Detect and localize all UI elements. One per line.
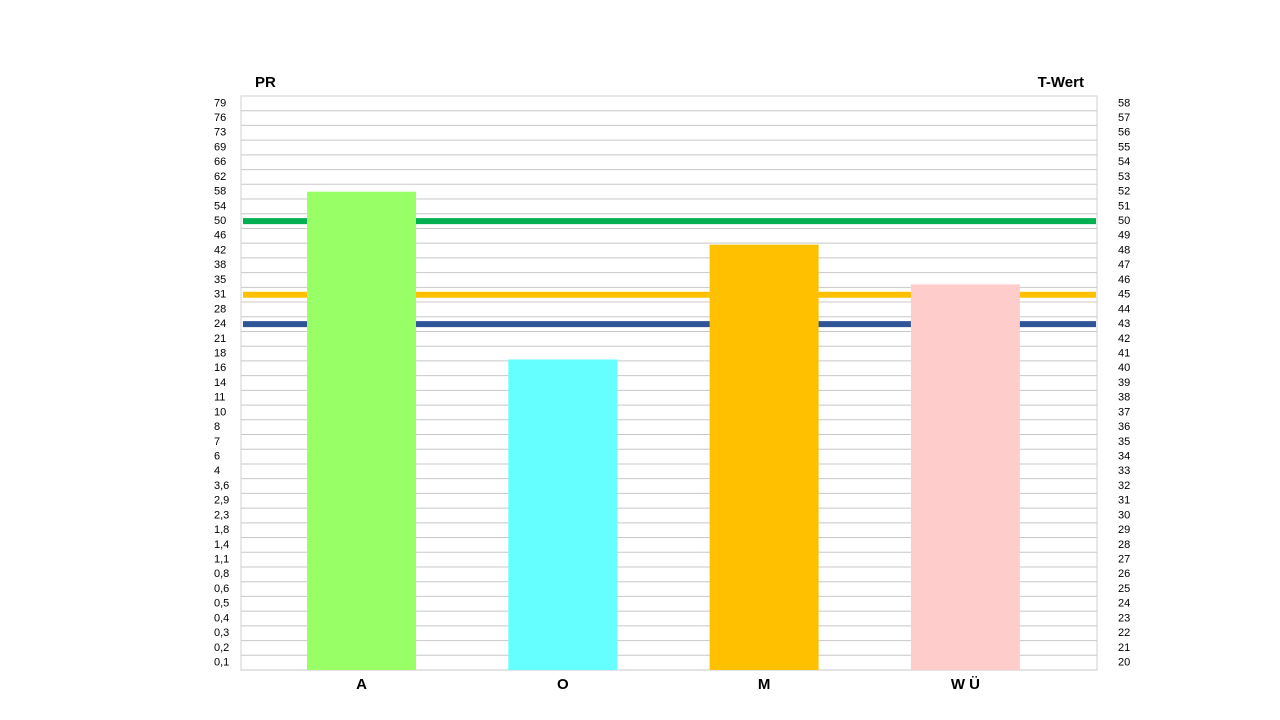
y2-tick-label: 41 — [1118, 347, 1130, 359]
y2-tick-label: 32 — [1118, 480, 1130, 492]
y-tick-label: 2,9 — [214, 495, 229, 507]
y2-tick-label: 31 — [1118, 495, 1130, 507]
y-tick-label: 50 — [214, 215, 226, 227]
y-tick-label: 58 — [214, 186, 226, 198]
y2-tick-label: 20 — [1118, 657, 1130, 669]
x-tick-label: M — [758, 676, 771, 693]
y-tick-label: 24 — [214, 318, 226, 330]
y-tick-label: 2,3 — [214, 509, 229, 521]
y2-axis-title: T-Wert — [1038, 74, 1084, 91]
y-tick-label: 69 — [214, 141, 226, 153]
y2-tick-label: 47 — [1118, 259, 1130, 271]
x-tick-label: W Ü — [951, 676, 980, 693]
y2-tick-label: 26 — [1118, 568, 1130, 580]
y2-tick-label: 33 — [1118, 465, 1130, 477]
y2-tick-label: 46 — [1118, 274, 1130, 286]
y2-tick-label: 49 — [1118, 230, 1130, 242]
bar — [508, 359, 618, 670]
y2-tick-label: 51 — [1118, 200, 1130, 212]
y2-tick-label: 50 — [1118, 215, 1130, 227]
y-tick-label: 6 — [214, 450, 220, 462]
y2-tick-label: 27 — [1118, 554, 1130, 566]
bar — [709, 244, 819, 670]
y-tick-label: 10 — [214, 406, 226, 418]
y-tick-label: 4 — [214, 465, 220, 477]
y-tick-label: 16 — [214, 362, 226, 374]
y2-tick-label: 35 — [1118, 436, 1130, 448]
y-tick-label: 66 — [214, 156, 226, 168]
y-tick-label: 0,8 — [214, 568, 229, 580]
y-tick-label: 3,6 — [214, 480, 229, 492]
y2-tick-label: 34 — [1118, 450, 1130, 462]
y2-tick-label: 42 — [1118, 333, 1130, 345]
y-tick-label: 0,1 — [214, 657, 229, 669]
y2-tick-label: 48 — [1118, 244, 1130, 256]
y2-tick-label: 22 — [1118, 627, 1130, 639]
x-tick-label: O — [557, 676, 569, 693]
y-tick-label: 18 — [214, 347, 226, 359]
y2-tick-label: 44 — [1118, 303, 1130, 315]
y2-tick-label: 43 — [1118, 318, 1130, 330]
x-tick-label: A — [356, 676, 367, 693]
y-tick-label: 0,2 — [214, 642, 229, 654]
y2-tick-label: 23 — [1118, 612, 1130, 624]
y-tick-label: 62 — [214, 171, 226, 183]
y-tick-label: 11 — [214, 392, 225, 404]
y2-tick-label: 55 — [1118, 141, 1130, 153]
y2-tick-label: 40 — [1118, 362, 1130, 374]
y-tick-label: 1,1 — [214, 554, 229, 566]
y2-tick-label: 57 — [1118, 112, 1130, 124]
y-tick-label: 38 — [214, 259, 226, 271]
y-tick-label: 0,6 — [214, 583, 229, 595]
y-tick-label: 76 — [214, 112, 226, 124]
y-tick-label: 42 — [214, 244, 226, 256]
y2-tick-label: 30 — [1118, 509, 1130, 521]
y2-tick-label: 25 — [1118, 583, 1130, 595]
y2-tick-label: 29 — [1118, 524, 1130, 536]
y-tick-label: 1,8 — [214, 524, 229, 536]
y2-tick-label: 45 — [1118, 289, 1130, 301]
y2-tick-label: 56 — [1118, 127, 1130, 139]
y2-tick-label: 38 — [1118, 392, 1130, 404]
y-tick-label: 35 — [214, 274, 226, 286]
y-tick-label: 0,4 — [214, 612, 229, 624]
y-tick-label: 21 — [214, 333, 226, 345]
y-tick-label: 0,3 — [214, 627, 229, 639]
y-tick-label: 31 — [214, 289, 226, 301]
y-tick-label: 14 — [214, 377, 226, 389]
y2-tick-label: 54 — [1118, 156, 1130, 168]
y2-tick-label: 24 — [1118, 598, 1130, 610]
y-tick-label: 46 — [214, 230, 226, 242]
y2-tick-label: 37 — [1118, 406, 1130, 418]
y2-tick-label: 36 — [1118, 421, 1130, 433]
y-tick-label: 28 — [214, 303, 226, 315]
y2-tick-label: 39 — [1118, 377, 1130, 389]
y2-tick-label: 28 — [1118, 539, 1130, 551]
y-tick-label: 1,4 — [214, 539, 229, 551]
y2-tick-label: 21 — [1118, 642, 1130, 654]
y-axis-title: PR — [255, 74, 276, 91]
y-tick-label: 79 — [214, 97, 226, 109]
y-tick-label: 7 — [214, 436, 220, 448]
y-tick-label: 54 — [214, 200, 226, 212]
y-tick-label: 73 — [214, 127, 226, 139]
y2-tick-label: 58 — [1118, 97, 1130, 109]
bar — [910, 284, 1020, 670]
y2-tick-label: 52 — [1118, 186, 1130, 198]
y2-tick-label: 53 — [1118, 171, 1130, 183]
bar — [307, 191, 416, 670]
y-tick-label: 8 — [214, 421, 220, 433]
y-tick-label: 0,5 — [214, 598, 229, 610]
